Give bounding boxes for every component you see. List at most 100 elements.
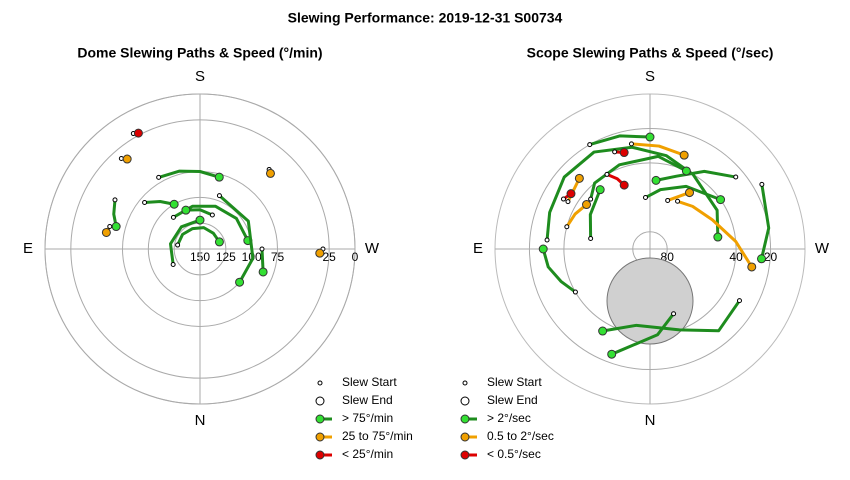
slew-start [612,149,618,155]
slew-end [679,150,689,160]
slew-path [589,154,688,200]
slew-end [111,222,121,232]
slew-start [259,246,265,252]
slew-path [176,226,221,246]
slew-end [595,185,605,195]
slew-start [560,196,566,202]
slew-end [133,128,143,138]
legend-label: < 0.5°/sec [487,447,541,461]
slew-end [598,326,608,336]
slew-start [628,141,634,147]
slew-start [733,174,739,180]
slew-start [156,174,162,180]
direction-label: W [815,240,830,257]
legend-label: Slew Start [342,375,397,389]
slew-end [101,227,111,237]
slew-path [168,218,201,265]
legend-label: Slew Start [487,375,542,389]
slew-end [566,189,576,199]
slew-start [170,214,176,220]
slew-start [107,224,113,230]
r-tick-label: 20 [764,250,778,264]
slew-start [565,199,571,205]
slew-path [655,169,737,182]
slew-end [681,166,691,176]
direction-label: E [23,240,33,257]
slew-start [642,195,648,201]
slew-start [112,197,118,203]
slew-start [216,193,222,199]
slew-start [544,237,550,243]
slew-path [589,134,651,147]
legend-marker [460,450,470,460]
slew-end [716,195,726,205]
legend-label: > 2°/sec [487,411,531,425]
legend-marker [315,414,325,424]
slew-path [565,203,588,228]
slew-path [602,299,741,333]
slew-end [214,237,224,247]
slew-path [158,169,220,179]
slew-end [258,267,268,277]
legend-marker [462,380,468,386]
slew-end [757,254,767,264]
slew-end [315,248,325,258]
slew-start [175,242,181,248]
direction-label: N [645,412,656,429]
slew-path [545,145,720,241]
legend-marker [460,414,470,424]
polar-chart: Dome Slewing Paths & Speed (°/min)150 125… [23,45,413,461]
slew-end [747,262,757,272]
direction-label: E [473,240,483,257]
r-tick-label: 0 [352,250,359,264]
slew-end [122,154,132,164]
slew-end [265,168,275,178]
legend-marker [315,396,325,406]
slew-path [631,142,685,157]
limit-zone [606,257,694,345]
slew-end [169,199,179,209]
slew-start [564,224,570,230]
slew-start [736,298,742,304]
slew-start [759,181,765,187]
slew-start [588,236,594,242]
slew-end [214,172,224,182]
slew-end [651,175,661,185]
slew-path [611,312,675,356]
slew-path [218,194,255,283]
figure-title: Slewing Performance: 2019-12-31 S00734 [288,10,563,26]
slew-path [644,184,722,202]
slew-start [604,171,610,177]
slew-start [572,289,578,295]
slew-end [235,277,245,287]
slew-end [619,180,629,190]
polar-chart: Scope Slewing Paths & Speed (°/sec)80 40 2… [460,45,830,461]
slew-end [713,232,723,242]
legend-label: Slew End [342,393,393,407]
slew-path [588,189,602,239]
slew-start [170,262,176,267]
r-tick-label: 40 [729,250,743,264]
legend-marker [317,380,323,386]
direction-label: W [365,240,380,257]
r-tick-label: 75 [271,250,285,264]
direction-label: S [645,68,655,85]
slew-end [195,215,205,225]
legend-marker [460,432,470,442]
legend-marker [315,450,325,460]
slew-path [677,199,754,268]
slew-path [185,208,213,217]
slew-start [675,198,681,204]
chart-title: Dome Slewing Paths & Speed (°/min) [77,45,322,61]
slew-start [587,142,593,148]
legend-label: 0.5 to 2°/sec [487,429,554,443]
legend-label: < 25°/min [342,447,393,461]
slew-start [209,212,215,218]
slew-end [582,200,592,210]
legend-marker [460,396,470,406]
slew-start [671,311,677,317]
slew-end [645,132,655,142]
slew-start [142,200,148,206]
direction-label: S [195,68,205,85]
